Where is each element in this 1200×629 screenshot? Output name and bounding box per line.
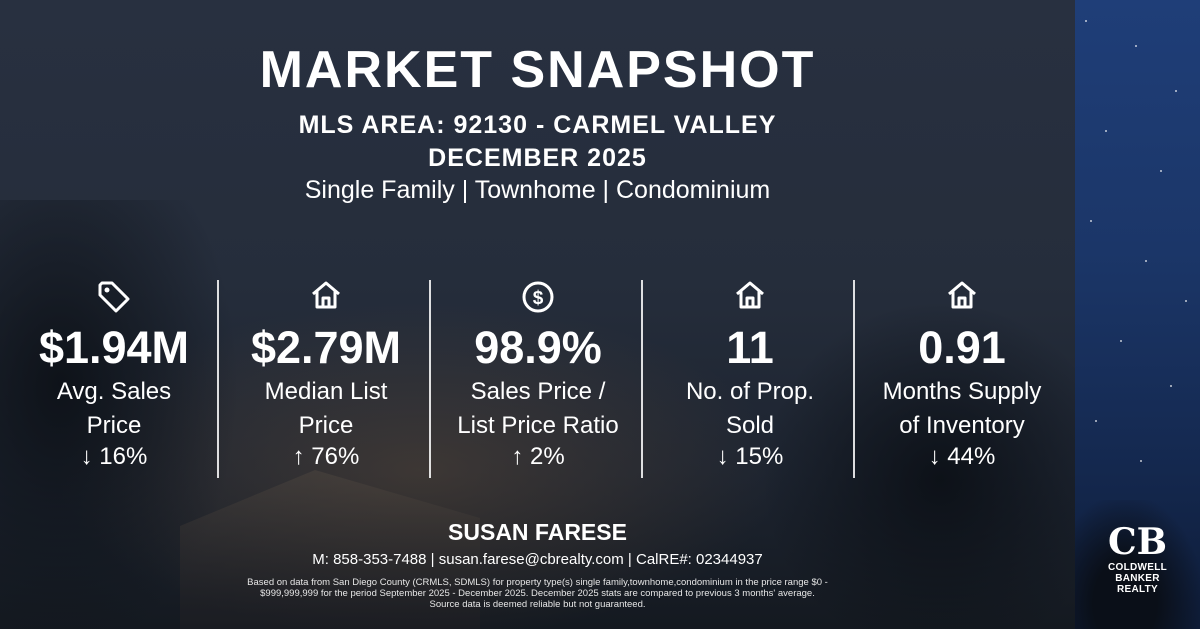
- svg-text:$: $: [533, 288, 544, 309]
- property-types: Single Family | Townhome | Condominium: [304, 176, 771, 204]
- stat-avg-sales-price: $1.94M Avg. Sales Price ↓ 16%: [8, 280, 220, 480]
- divider: [641, 280, 643, 478]
- stat-label: Sales Price /: [470, 378, 606, 405]
- stat-change: ↓ 44%: [928, 443, 996, 470]
- stat-value: 0.91: [918, 322, 1006, 373]
- tree-silhouette: [760, 300, 1075, 629]
- house-icon: [856, 280, 1068, 320]
- logo-text-1: COLDWELL: [1107, 562, 1168, 573]
- agent-name: SUSAN FARESE: [448, 519, 627, 545]
- stat-value: 98.9%: [474, 322, 602, 373]
- stat-months-supply: 0.91 Months Supply of Inventory ↓ 44%: [856, 280, 1068, 480]
- cb-monogram-icon: CB: [1107, 521, 1168, 563]
- price-tag-icon: [8, 280, 220, 320]
- stat-sales-list-ratio: $ 98.9% Sales Price / List Price Ratio ↑…: [432, 280, 644, 480]
- stat-label: Price: [86, 412, 142, 439]
- agent-contact: M: 858-353-7488 | susan.farese@cbrealty.…: [312, 551, 763, 568]
- stat-label: Price: [298, 412, 354, 439]
- night-sky-panel: [1075, 0, 1200, 629]
- divider: [853, 280, 855, 478]
- house-icon: [644, 280, 856, 320]
- page-title: MARKET SNAPSHOT: [259, 41, 816, 99]
- dollar-circle-icon: $: [432, 280, 644, 320]
- report-month: DECEMBER 2025: [428, 144, 647, 172]
- stat-change: ↓ 16%: [80, 443, 148, 470]
- logo-text-3: REALTY: [1116, 584, 1159, 595]
- divider: [217, 280, 219, 478]
- stat-properties-sold: 11 No. of Prop. Sold ↓ 15%: [644, 280, 856, 480]
- stat-median-list-price: $2.79M Median List Price ↑ 76%: [220, 280, 432, 480]
- disclaimer: Based on data from San Diego County (CRM…: [230, 577, 845, 610]
- stat-change: ↑ 2%: [511, 443, 565, 470]
- stat-label: List Price Ratio: [457, 412, 619, 439]
- stat-label: Sold: [725, 412, 775, 439]
- stat-change: ↑ 76%: [292, 443, 360, 470]
- stat-value: $2.79M: [250, 322, 402, 373]
- background-panel: [0, 0, 1075, 629]
- stat-change: ↓ 15%: [716, 443, 784, 470]
- stat-label: of Inventory: [899, 412, 1025, 439]
- stat-value: $1.94M: [38, 322, 190, 373]
- stat-value: 11: [726, 322, 774, 373]
- logo-text-2: BANKER: [1115, 573, 1160, 584]
- disclaimer-line: $999,999,999 for the period September 20…: [260, 588, 815, 599]
- disclaimer-line: Based on data from San Diego County (CRM…: [247, 577, 828, 588]
- disclaimer-line: Source data is deemed reliable but not g…: [429, 599, 646, 610]
- stat-label: Median List: [264, 378, 388, 405]
- stat-label: Avg. Sales: [56, 378, 172, 405]
- tree-silhouette: [1075, 500, 1200, 629]
- mls-area: MLS AREA: 92130 - CARMEL VALLEY: [298, 111, 777, 139]
- house-icon: [220, 280, 432, 320]
- stats-row: $1.94M Avg. Sales Price ↓ 16% $2.79M Med…: [8, 280, 1068, 480]
- stat-label: No. of Prop.: [685, 378, 815, 405]
- stat-label: Months Supply: [882, 378, 1042, 405]
- coldwell-banker-logo: CB COLDWELL BANKER REALTY: [1090, 522, 1185, 618]
- divider: [429, 280, 431, 478]
